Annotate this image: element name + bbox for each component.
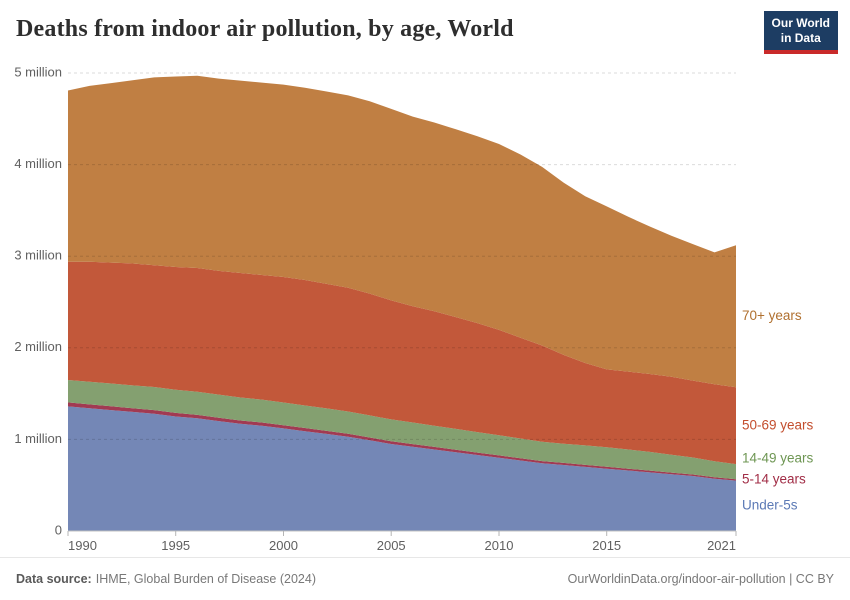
owid-logo[interactable]: Our World in Data — [763, 11, 838, 54]
y-tick-label: 5 million — [14, 64, 62, 79]
x-tick-label: 2015 — [592, 538, 621, 553]
data-source-note: Data source: IHME, Global Burden of Disea… — [16, 572, 316, 586]
data-source-label: Data source: — [16, 572, 92, 586]
y-tick-label: 2 million — [14, 339, 62, 354]
x-tick-label: 2000 — [269, 538, 298, 553]
area-70-years[interactable] — [68, 75, 736, 388]
y-tick-label: 3 million — [14, 248, 62, 263]
owid-logo-line1: Our World — [771, 16, 830, 30]
x-tick-label: 2021 — [707, 538, 736, 553]
area-under-5s[interactable] — [68, 406, 736, 531]
legend-label-5-14-years[interactable]: 5-14 years — [742, 471, 806, 486]
legend-label-under-5s[interactable]: Under-5s — [742, 497, 798, 512]
area-5-14-years[interactable] — [68, 402, 736, 481]
x-tick-label: 2010 — [485, 538, 514, 553]
area-14-49-years[interactable] — [68, 380, 736, 480]
x-tick-label: 1995 — [161, 538, 190, 553]
y-tick-label: 4 million — [14, 156, 62, 171]
y-tick-label: 0 — [55, 522, 62, 537]
legend-label-50-69-years[interactable]: 50-69 years — [742, 417, 814, 432]
area-50-69-years[interactable] — [68, 261, 736, 465]
owid-logo-line2: in Data — [780, 31, 821, 45]
x-tick-label: 1990 — [68, 538, 97, 553]
page-title: Deaths from indoor air pollution, by age… — [16, 16, 514, 42]
credit-link[interactable]: OurWorldinData.org/indoor-air-pollution … — [567, 572, 834, 586]
y-tick-label: 1 million — [14, 431, 62, 446]
legend-label-14-49-years[interactable]: 14-49 years — [742, 450, 814, 465]
footer: Data source: IHME, Global Burden of Disea… — [0, 557, 850, 600]
x-tick-label: 2005 — [377, 538, 406, 553]
legend-label-70-years[interactable]: 70+ years — [742, 308, 802, 323]
data-source-value: IHME, Global Burden of Disease (2024) — [95, 572, 316, 586]
